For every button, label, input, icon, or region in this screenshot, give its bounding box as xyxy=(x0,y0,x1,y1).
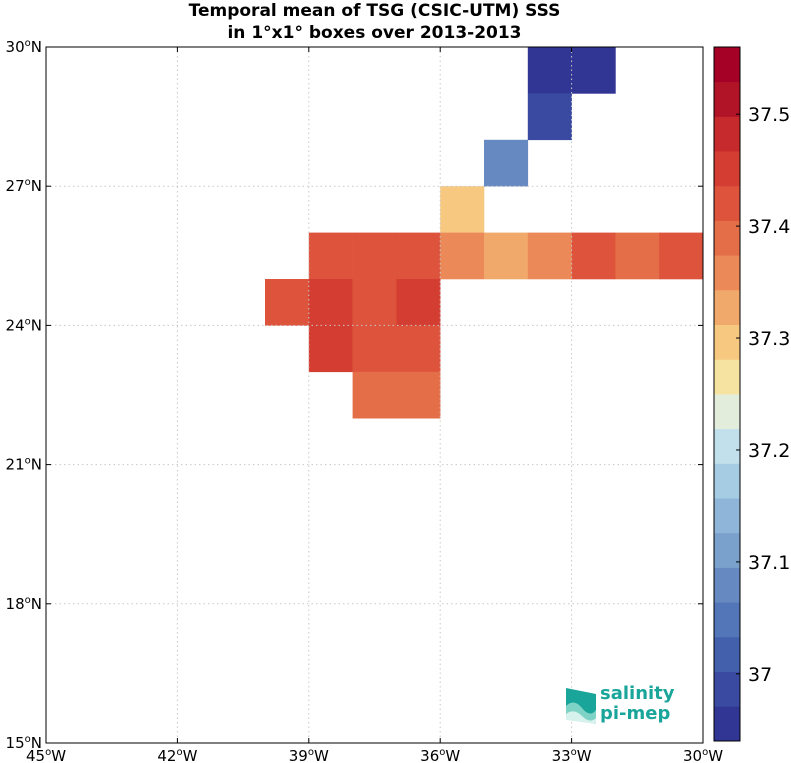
sss-cell xyxy=(352,279,397,326)
sss-cell xyxy=(396,371,441,419)
logo-text: salinity pi-mep xyxy=(600,684,675,724)
colorbar-swatch xyxy=(714,636,740,672)
colorbar-swatch xyxy=(714,394,740,430)
sss-cell xyxy=(440,232,485,280)
colorbar-swatch xyxy=(714,81,740,117)
colorbar-frame xyxy=(713,46,741,742)
sss-cell xyxy=(484,232,529,280)
tick-label: 42oW xyxy=(157,747,197,763)
tick-label: 45oW xyxy=(26,747,66,763)
colorbar-swatch xyxy=(714,706,740,742)
sss-cell xyxy=(396,325,441,373)
sss-cell xyxy=(352,371,397,419)
colorbar-swatch xyxy=(714,255,740,291)
sss-cell xyxy=(659,232,704,280)
tick-label: 24oN xyxy=(6,316,42,334)
title-line-1: Temporal mean of TSG (CSIC-UTM) SSS xyxy=(188,1,561,21)
tick-label: 30oN xyxy=(6,38,42,56)
tick-label: 33oW xyxy=(552,747,592,763)
colorbar-tick-label: 37.5 xyxy=(748,104,790,126)
sss-cell xyxy=(571,47,616,94)
colorbar-tick-label: 37.4 xyxy=(748,216,790,238)
colorbar-swatches xyxy=(714,47,740,742)
colorbar-swatch xyxy=(714,151,740,187)
colorbar-swatch xyxy=(714,532,740,568)
tick-label: 30oW xyxy=(683,747,723,763)
colorbar-swatch xyxy=(714,185,740,221)
colorbar-swatch xyxy=(714,602,740,638)
colorbar-swatch xyxy=(714,324,740,360)
colorbar-swatch xyxy=(714,567,740,603)
colorbar-swatch xyxy=(714,463,740,499)
sss-cell xyxy=(527,232,572,280)
sss-cell xyxy=(396,232,441,280)
sss-cell xyxy=(440,186,485,233)
sss-cell xyxy=(527,47,572,94)
sss-cell xyxy=(615,232,660,280)
sss-cell xyxy=(571,232,616,280)
tick-label: 15oN xyxy=(6,734,42,752)
colorbar-tick-label: 37.1 xyxy=(748,552,790,574)
colorbar-tick-label: 37 xyxy=(748,664,772,686)
salinity-cells xyxy=(265,47,704,419)
wave-logo-icon xyxy=(566,688,596,724)
map-title: Temporal mean of TSG (CSIC-UTM) SSS in 1… xyxy=(46,0,703,44)
sss-cell xyxy=(265,279,310,326)
tick-label: 18oN xyxy=(6,595,42,613)
colorbar-swatch xyxy=(714,428,740,464)
colorbar-tick-label: 37.2 xyxy=(748,440,790,462)
sss-cell xyxy=(308,279,353,326)
tick-label: 39oW xyxy=(289,747,329,763)
tick-label: 27oN xyxy=(6,177,42,195)
tick-label: 21oN xyxy=(6,456,42,474)
colorbar-swatch xyxy=(714,220,740,256)
sss-cell xyxy=(308,325,353,373)
map-frame xyxy=(45,46,704,744)
title-line-2: in 1°x1° boxes over 2013-2013 xyxy=(227,23,522,43)
sss-cell xyxy=(352,232,397,280)
colorbar-swatch xyxy=(714,116,740,152)
latitude-ticks: 30oN 27oN 24oN 21oN 18oN 15oN xyxy=(6,38,703,752)
tick-label: 36oW xyxy=(420,747,460,763)
colorbar-swatch xyxy=(714,47,740,83)
colorbar-ticks: 37 37.1 37.2 37.3 37.4 37.5 xyxy=(736,104,790,686)
salinity-pi-mep-logo: salinity pi-mep xyxy=(562,684,702,730)
logo-text-line-2: pi-mep xyxy=(600,703,671,724)
logo-text-line-1: salinity xyxy=(600,683,675,704)
colorbar-tick-label: 37.3 xyxy=(748,328,790,350)
colorbar-swatch xyxy=(714,289,740,325)
sss-cell xyxy=(396,279,441,326)
sss-cell xyxy=(308,232,353,280)
colorbar-swatch xyxy=(714,359,740,395)
sss-cell xyxy=(352,325,397,373)
colorbar-swatch xyxy=(714,498,740,534)
colorbar-swatch xyxy=(714,671,740,707)
sss-cell xyxy=(527,93,572,141)
longitude-ticks: 45oW 42oW 39oW 36oW 33oW 30oW xyxy=(26,47,723,763)
sss-cell xyxy=(484,139,529,187)
